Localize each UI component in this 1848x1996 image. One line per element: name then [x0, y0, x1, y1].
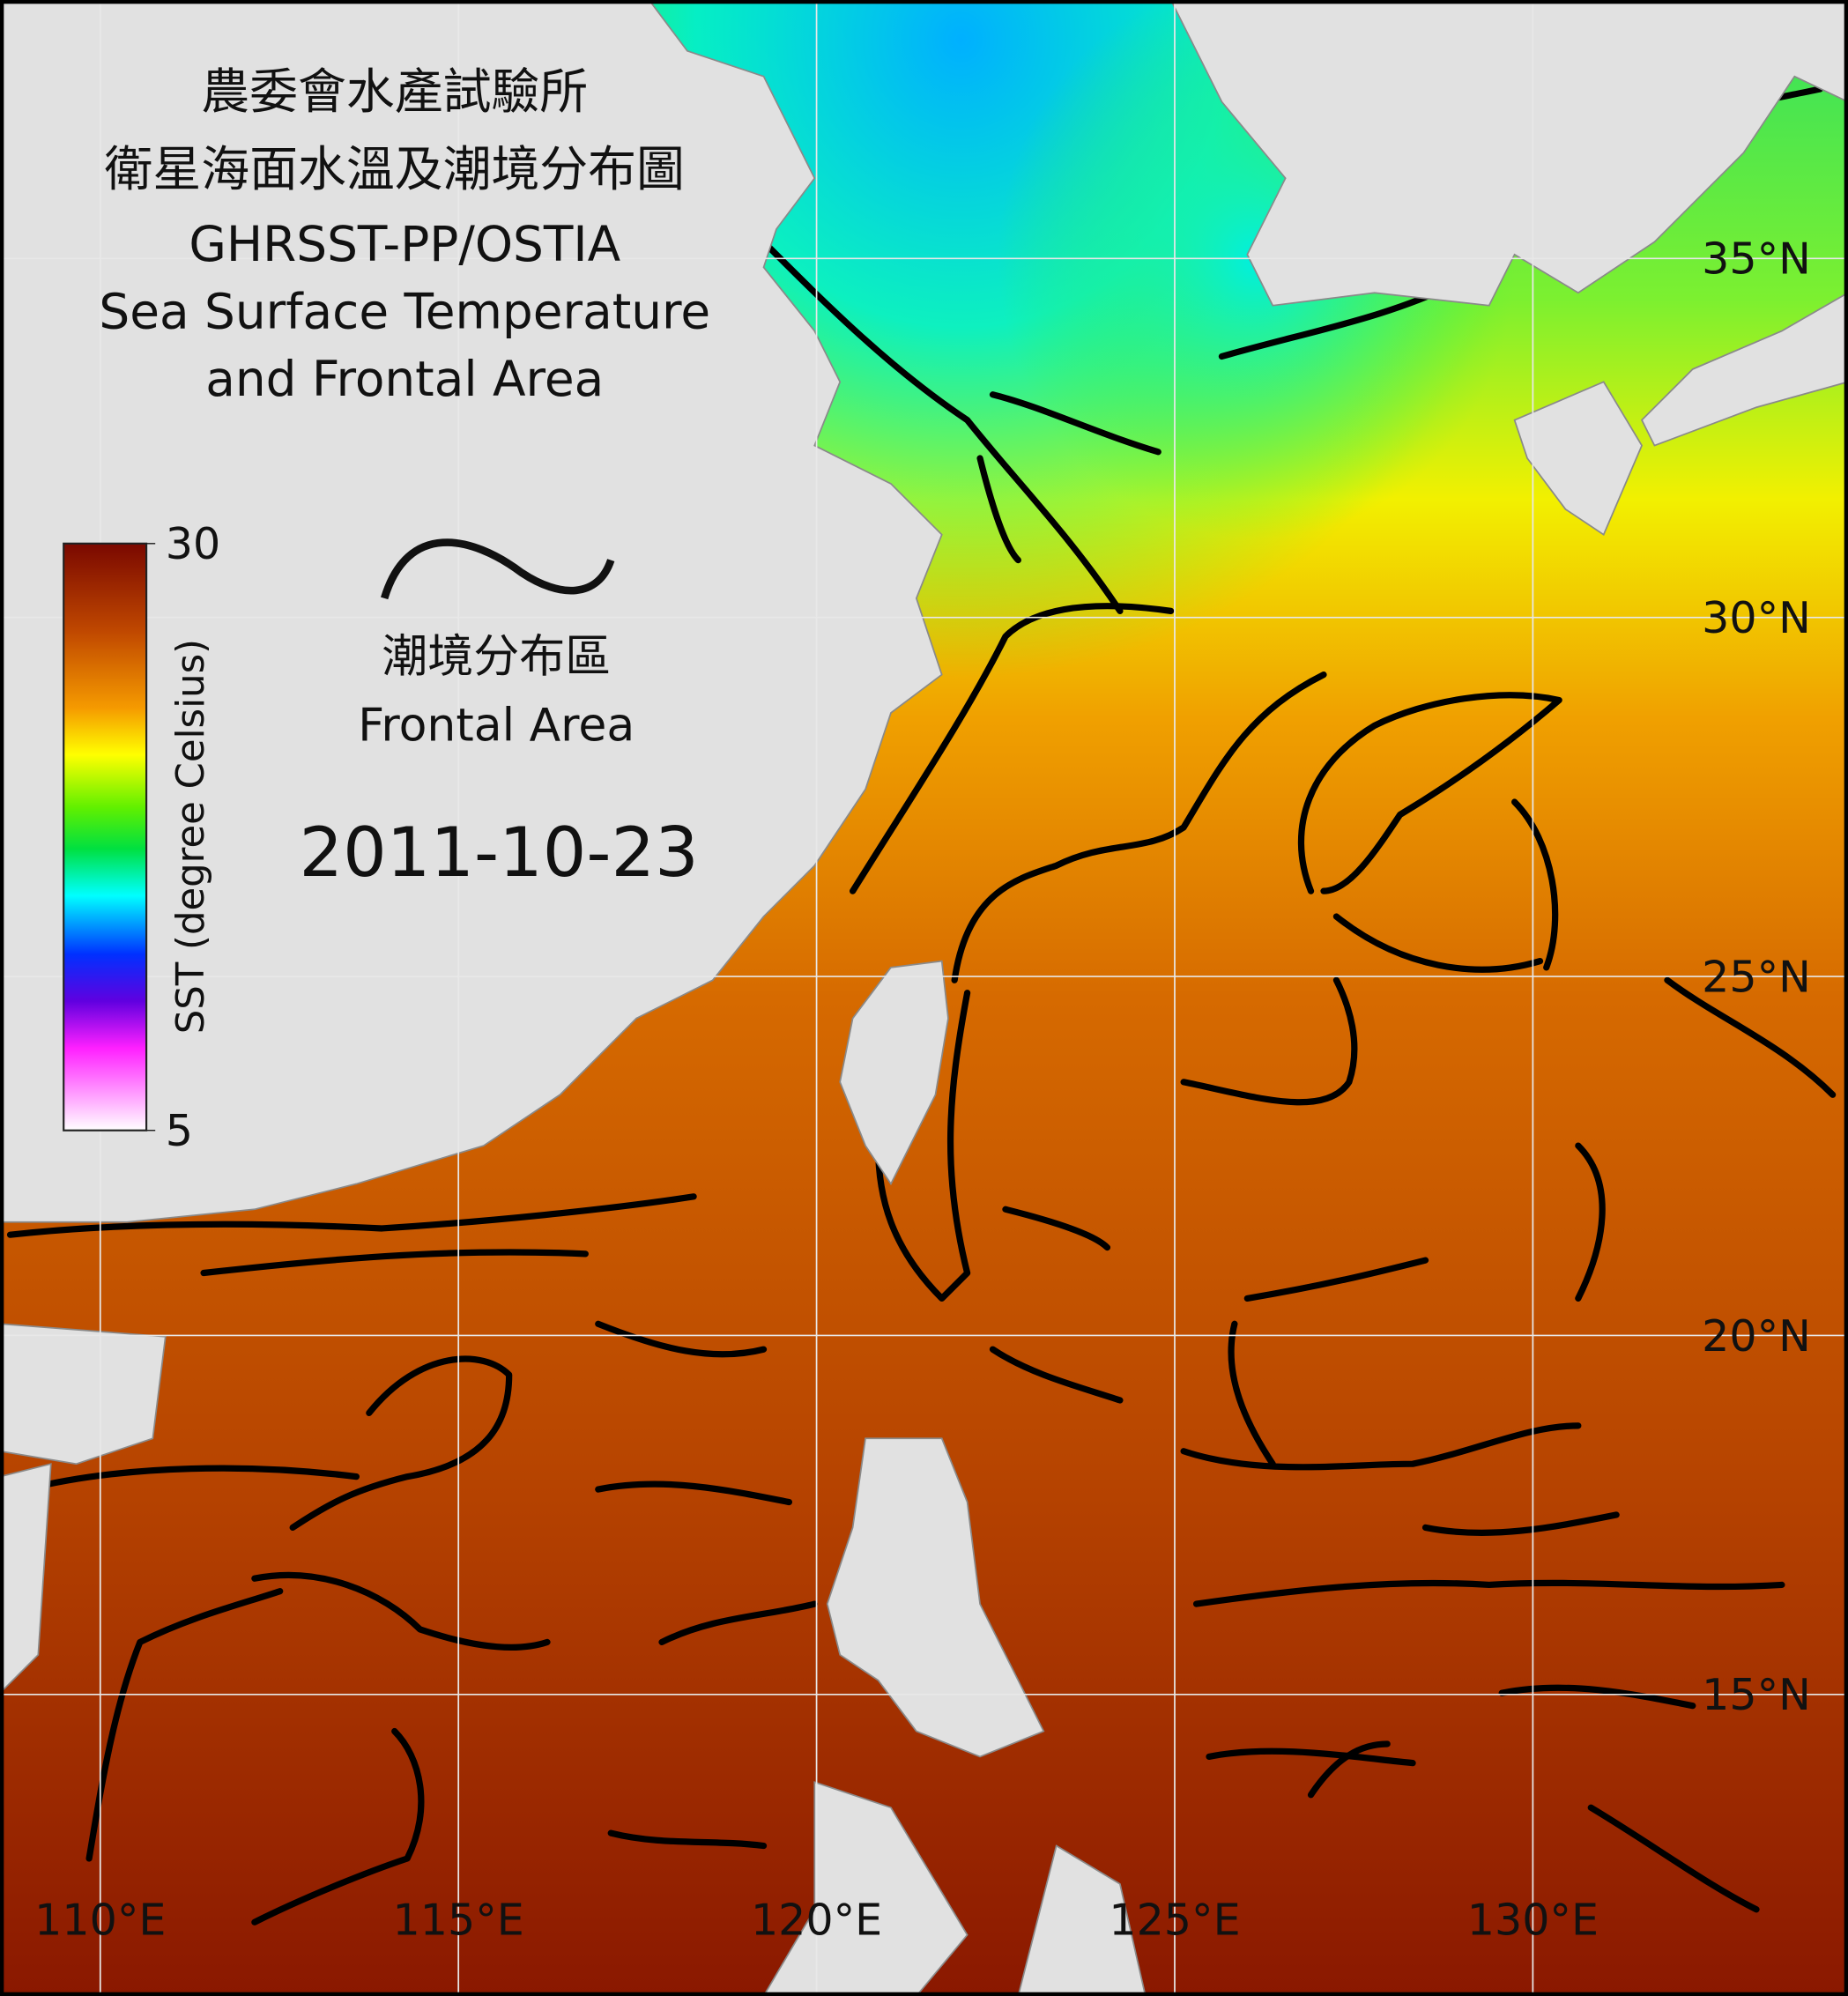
lon-label: 115°E — [393, 1895, 524, 1946]
title-line: GHRSST-PP/OSTIA — [189, 216, 620, 272]
land-taiwan — [839, 960, 949, 1186]
land-indochina — [0, 1463, 52, 1695]
land-samar — [1017, 1844, 1147, 1996]
lat-label: 35°N — [1702, 234, 1811, 285]
lat-label: 20°N — [1702, 1310, 1811, 1362]
land-kyushu — [1513, 381, 1644, 536]
title: 農委會水產試驗所 衛星海面水溫及潮境分布圖 GHRSST-PP/OSTIA Se… — [99, 63, 710, 407]
title-line: 農委會水產試驗所 — [201, 63, 588, 120]
date: 2011-10-23 — [300, 813, 699, 893]
lat-label: 30°N — [1702, 592, 1811, 643]
colorbar — [63, 542, 148, 1132]
legend-label: 潮境分布區 — [382, 631, 611, 684]
lon-label: 125°E — [1109, 1895, 1240, 1946]
land-china — [0, 0, 943, 1223]
land-luzon — [826, 1437, 1045, 1758]
lon-label: 110°E — [34, 1895, 166, 1946]
land-visayas — [762, 1781, 969, 1996]
lat-label: 25°N — [1702, 951, 1811, 1002]
land-korea — [1169, 0, 1848, 307]
lon-label: 120°E — [751, 1895, 882, 1946]
title-line: Sea Surface Temperature — [99, 284, 710, 340]
legend-symbol — [381, 538, 615, 600]
legend-label: Frontal Area — [358, 700, 635, 753]
lat-label: 15°N — [1702, 1669, 1811, 1720]
colorbar-label: SST (degree Celsius) — [169, 639, 213, 1034]
lon-label: 130°E — [1467, 1895, 1599, 1946]
colorbar-tick-label: 30 — [166, 518, 220, 569]
colorbar-tick-label: 5 — [166, 1105, 193, 1156]
land-hainan — [0, 1323, 167, 1465]
land-japan — [1640, 292, 1848, 447]
title-line: 衛星海面水溫及潮境分布圖 — [104, 141, 684, 197]
title-line: and Frontal Area — [205, 351, 604, 407]
